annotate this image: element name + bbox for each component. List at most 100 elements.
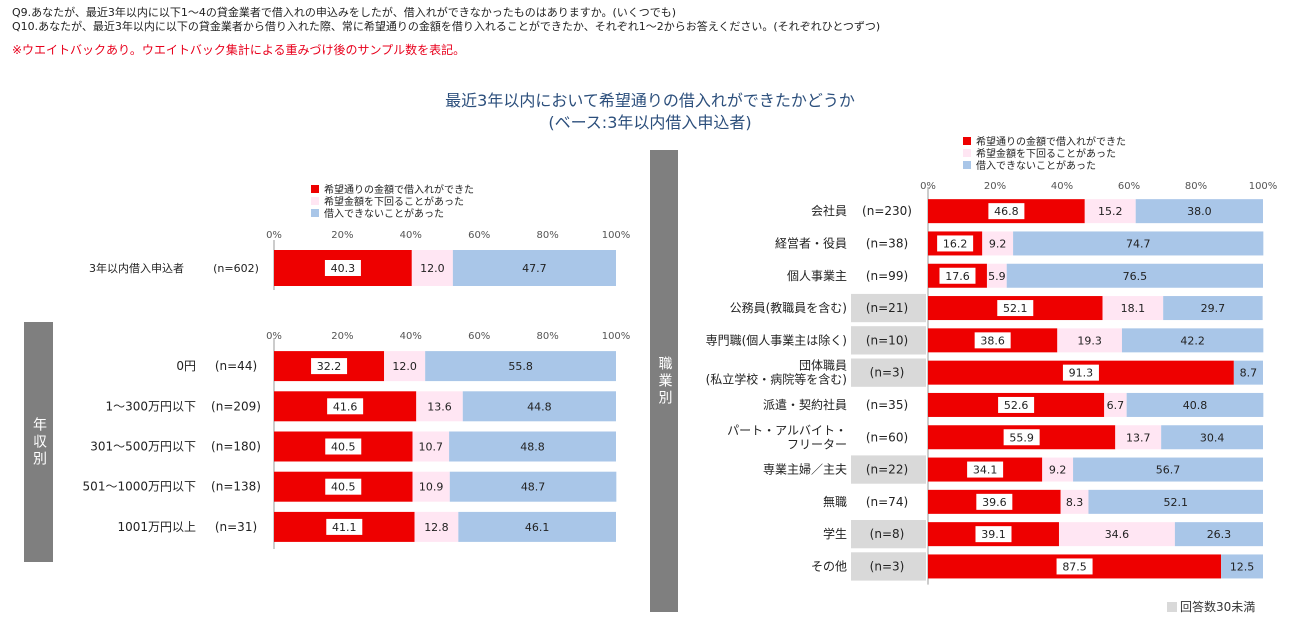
total-value-label-s1: 40.3 — [331, 262, 356, 275]
footnote: 回答数30未満 — [1167, 598, 1255, 615]
occ-value-box-s1 — [937, 235, 974, 252]
occ-category-label: パート・アルバイト・ — [727, 423, 847, 437]
occ-value-box-s1 — [988, 203, 1025, 220]
income-bar-s3 — [449, 471, 617, 502]
question-q10: Q10.あなたが、最近3年以内に以下の貸金業者から借り入れた際、常に希望通りの金… — [12, 20, 881, 33]
occ-n-label: (n=3) — [870, 366, 905, 380]
income-value-label-s2: 13.6 — [427, 400, 452, 413]
income-tick-label-0: 0% — [266, 331, 282, 342]
income-value-label-s2: 12.8 — [424, 521, 449, 534]
occ-bar-s2 — [1115, 425, 1162, 450]
occ-under30-bg — [851, 293, 926, 323]
occ-legend-label-2: 希望金額を下回ることがあった — [976, 147, 1116, 160]
occupation-group-label: 職業別 — [650, 150, 678, 612]
occ-under30-bg — [851, 520, 926, 549]
total-value-box-s1 — [324, 260, 361, 276]
income-category-label: 301～500万円以下 — [90, 440, 196, 454]
occ-bar-s3 — [1221, 554, 1263, 579]
occ-category-label: 無職 — [823, 494, 847, 509]
income-bar-s2 — [416, 391, 463, 422]
occ-value-box-s1 — [1003, 429, 1040, 446]
occ-value-label-s3: 30.4 — [1200, 431, 1225, 444]
occ-category-label: 会社員 — [811, 203, 847, 218]
occ-category-label: 専業主婦／主夫 — [763, 462, 847, 477]
occ-value-box-s1 — [939, 267, 976, 284]
income-tick-label-2: 40% — [400, 331, 422, 342]
occ-bar-s2 — [1102, 296, 1164, 321]
total-tick-label-1: 20% — [331, 230, 353, 241]
income-category-label: 1001万円以上 — [117, 520, 196, 534]
income-tick-label-1: 20% — [331, 331, 353, 342]
total-value-label-s2: 12.0 — [420, 262, 445, 275]
occ-value-label-s1: 91.3 — [1069, 367, 1094, 380]
total-category-label: 3年以内借入申込者 — [89, 261, 184, 275]
occ-n-label: (n=10) — [866, 333, 908, 347]
occ-bar-s3 — [1161, 425, 1263, 450]
occ-value-label-s2: 6.7 — [1107, 399, 1125, 412]
income-value-label-s1: 32.2 — [317, 360, 342, 373]
income-value-label-s3: 46.1 — [525, 521, 550, 534]
total-legend-swatch-2 — [311, 197, 319, 205]
income-value-label-s3: 44.8 — [527, 400, 552, 413]
income-bar-s3 — [425, 351, 616, 382]
income-tick-label-3: 60% — [468, 331, 490, 342]
occ-bar-s3 — [1121, 328, 1264, 353]
income-n-label: (n=31) — [215, 520, 257, 534]
occ-tick-label-1: 20% — [984, 181, 1006, 192]
occ-bar-s3 — [1163, 296, 1263, 321]
occ-category-label: (私立学校・病院等を含む) — [706, 372, 847, 387]
occ-n-label: (n=74) — [866, 495, 908, 509]
occ-value-box-s1 — [975, 526, 1012, 543]
income-bar-s3 — [462, 391, 616, 422]
weight-note: ※ウエイトバックあり。ウエイトバック集計による重みづけ後のサンプル数を表記。 — [12, 43, 466, 57]
occ-n-label: (n=8) — [870, 527, 905, 541]
income-value-box-s1 — [311, 358, 348, 375]
income-bar-s3 — [449, 431, 616, 462]
occ-value-label-s3: 74.7 — [1126, 237, 1151, 250]
income-bar-s3 — [458, 511, 616, 542]
occ-bar-s3 — [1006, 263, 1263, 288]
income-category-label: 501～1000万円以下 — [83, 480, 196, 494]
occ-legend-swatch-2 — [963, 149, 971, 157]
occ-value-label-s2: 9.2 — [989, 237, 1007, 250]
income-value-box-s1 — [325, 478, 362, 495]
total-bar-s2 — [411, 250, 453, 286]
total-tick-label-4: 80% — [536, 230, 558, 241]
occ-n-label: (n=22) — [866, 463, 908, 477]
occ-bar-s2 — [1060, 489, 1089, 514]
total-legend-swatch-3 — [311, 209, 319, 217]
occ-value-label-s3: 56.7 — [1156, 464, 1181, 477]
occ-value-label-s1: 17.6 — [945, 270, 970, 283]
occ-value-box-s1 — [967, 461, 1004, 478]
income-category-label: 0円 — [176, 359, 196, 373]
chart-title: 最近3年以内において希望通りの借入れができたかどうか — [445, 91, 855, 110]
occ-value-box-s1 — [1062, 364, 1099, 381]
occ-n-label: (n=60) — [866, 430, 908, 444]
income-value-label-s2: 12.0 — [392, 360, 417, 373]
occ-bar-s2 — [982, 231, 1014, 256]
income-n-label: (n=209) — [211, 399, 261, 413]
occ-under30-bg — [851, 552, 926, 581]
occ-value-box-s1 — [1056, 558, 1093, 575]
occ-category-label: 団体職員 — [799, 359, 847, 373]
occ-under30-bg — [851, 358, 926, 387]
occ-legend-label-1: 希望通りの金額で借入れができた — [976, 135, 1126, 148]
occ-category-label: 経営者・役員 — [775, 235, 847, 250]
occ-legend-label-3: 借入できないことがあった — [976, 159, 1096, 172]
total-legend-label-2: 希望金額を下回ることがあった — [324, 195, 464, 208]
occ-n-label: (n=3) — [870, 559, 905, 573]
occ-under30-bg — [851, 326, 926, 355]
occ-value-label-s2: 18.1 — [1121, 302, 1146, 315]
income-value-label-s3: 48.7 — [521, 481, 546, 494]
occ-value-label-s1: 87.5 — [1062, 560, 1087, 573]
income-group-label: 年収別 — [24, 322, 53, 562]
occ-category-label: 公務員(教職員を含む) — [730, 300, 847, 315]
occ-value-label-s1: 38.6 — [980, 334, 1005, 347]
occ-bar-s3 — [1174, 522, 1263, 547]
income-value-label-s2: 10.7 — [419, 441, 444, 454]
occ-bar-s3 — [1013, 231, 1264, 256]
occ-value-label-s3: 40.8 — [1183, 399, 1208, 412]
occ-legend-swatch-3 — [963, 161, 971, 169]
occ-category-label: フリーター — [787, 437, 847, 451]
occ-value-label-s1: 52.6 — [1004, 399, 1029, 412]
